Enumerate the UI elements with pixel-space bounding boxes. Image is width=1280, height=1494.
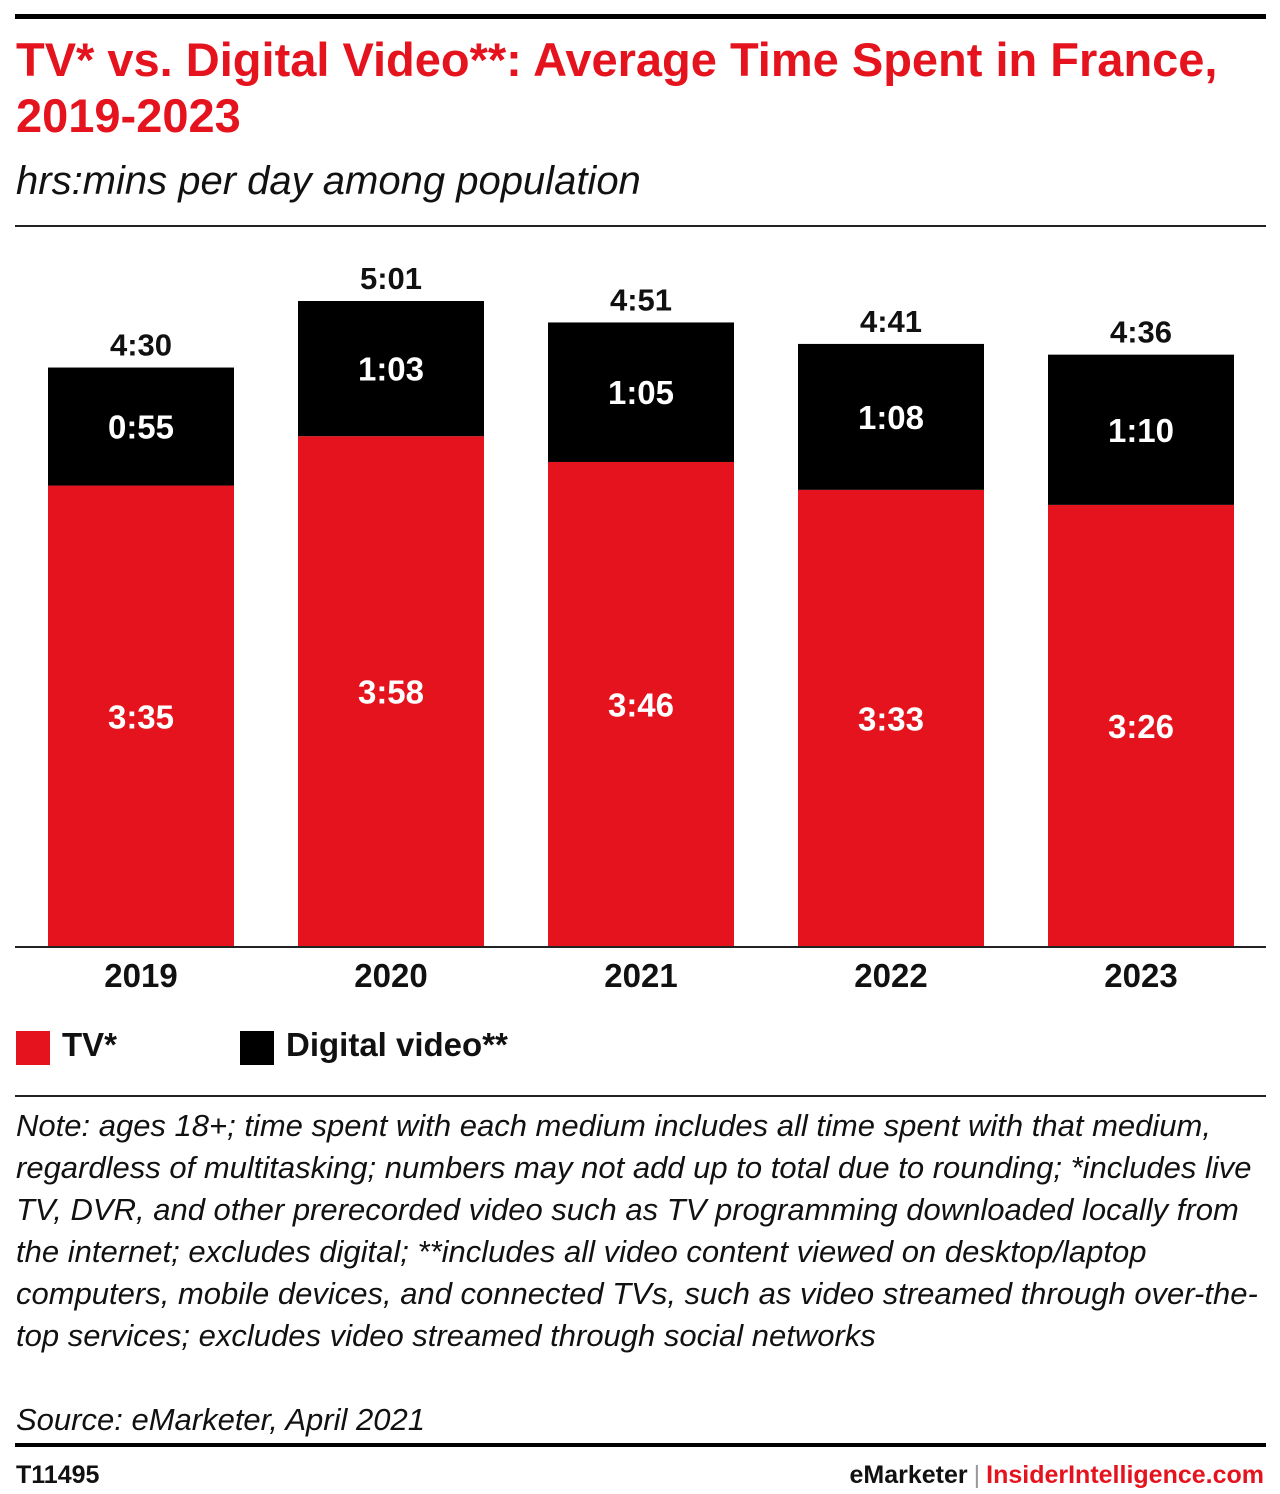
chart-subtitle: hrs:mins per day among population bbox=[16, 159, 641, 203]
stacked-bar-chart: 3:35 0:55 4:30 2019 3:58 1:03 5:01 2020 3:46 1:05… bbox=[15, 261, 1266, 994]
bar-digital-video-2020 bbox=[298, 301, 484, 437]
data-label-digital-video-2023: 1:10 bbox=[1108, 412, 1174, 449]
data-label-tv-2023: 3:26 bbox=[1108, 708, 1174, 745]
footer-brand: eMarketer | InsiderIntelligence.com bbox=[850, 1460, 1265, 1490]
total-label-2022: 4:41 bbox=[860, 304, 922, 339]
brand-emarketer: eMarketer bbox=[849, 1461, 968, 1489]
chart-note: Note: ages 18+; time spent with each med… bbox=[16, 1108, 1258, 1353]
total-label-2020: 5:01 bbox=[360, 261, 422, 296]
x-tick-label-2020: 2020 bbox=[354, 957, 427, 994]
note-rule bbox=[15, 1095, 1266, 1097]
data-label-tv-2021: 3:46 bbox=[608, 686, 674, 723]
bar-tv-2019 bbox=[48, 485, 234, 947]
bar-digital-video-2023 bbox=[1048, 354, 1234, 505]
bar-digital-video-2019 bbox=[48, 367, 234, 486]
total-label-2021: 4:51 bbox=[610, 282, 672, 317]
bar-tv-2020 bbox=[298, 436, 484, 947]
data-label-tv-2019: 3:35 bbox=[108, 698, 174, 735]
total-label-2019: 4:30 bbox=[110, 328, 172, 363]
bar-digital-video-2021 bbox=[548, 322, 734, 462]
chart-id: T11495 bbox=[16, 1461, 100, 1489]
bottom-rule bbox=[15, 1443, 1266, 1447]
subtitle-rule bbox=[15, 225, 1266, 227]
x-tick-label-2022: 2022 bbox=[854, 957, 927, 994]
x-tick-label-2021: 2021 bbox=[604, 957, 677, 994]
data-label-tv-2020: 3:58 bbox=[358, 674, 424, 711]
legend-label-digital-video: Digital video** bbox=[286, 1026, 508, 1063]
total-label-2023: 4:36 bbox=[1110, 315, 1172, 350]
legend-label-tv: TV* bbox=[62, 1026, 118, 1063]
chart-source: Source: eMarketer, April 2021 bbox=[16, 1402, 425, 1437]
legend-swatch-tv bbox=[16, 1031, 50, 1065]
data-label-tv-2022: 3:33 bbox=[858, 700, 924, 737]
legend-swatch-digital-video bbox=[240, 1031, 274, 1065]
data-label-digital-video-2020: 1:03 bbox=[358, 351, 424, 388]
brand-insider-intelligence: InsiderIntelligence.com bbox=[986, 1461, 1264, 1489]
x-tick-label-2023: 2023 bbox=[1104, 957, 1177, 994]
bar-tv-2023 bbox=[1048, 504, 1234, 947]
data-label-digital-video-2021: 1:05 bbox=[608, 374, 674, 411]
bar-tv-2021 bbox=[548, 461, 734, 947]
x-tick-label-2019: 2019 bbox=[104, 957, 177, 994]
bar-digital-video-2022 bbox=[798, 343, 984, 490]
data-label-digital-video-2022: 1:08 bbox=[858, 399, 924, 436]
top-rule bbox=[15, 14, 1266, 19]
data-label-digital-video-2019: 0:55 bbox=[108, 409, 174, 446]
brand-separator: | bbox=[973, 1461, 981, 1489]
chart-title: TV* vs. Digital Video**: Average Time Sp… bbox=[16, 33, 1218, 142]
bar-tv-2022 bbox=[798, 489, 984, 947]
